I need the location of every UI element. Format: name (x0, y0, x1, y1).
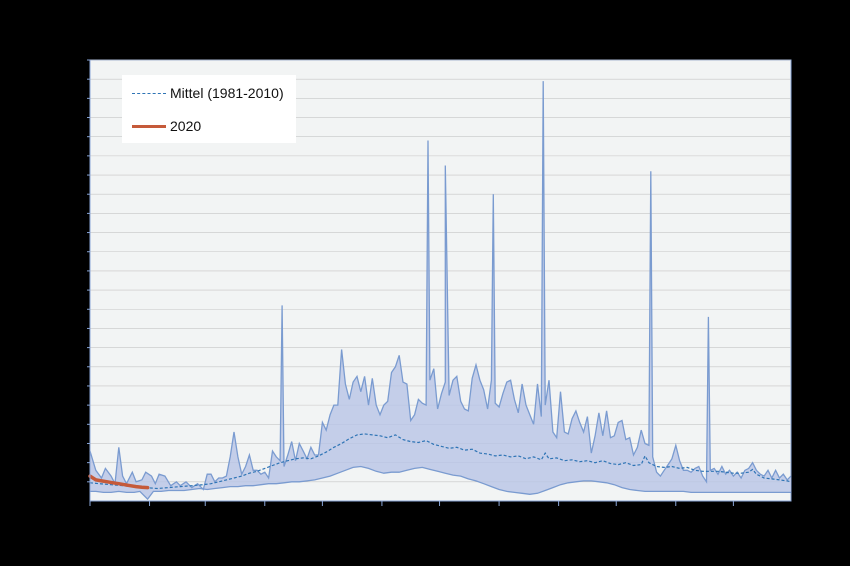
series-2020-line (88, 474, 150, 490)
band-area (90, 81, 791, 500)
legend-swatch-2020 (132, 124, 166, 128)
axis-ticks (87, 59, 791, 506)
legend-item-mean: Mittel (1981-2010) (132, 83, 284, 103)
min-max-band (89, 81, 792, 501)
gridlines (90, 59, 791, 483)
legend: Mittel (1981-2010) 2020 (122, 75, 296, 143)
legend-item-2020: 2020 (132, 116, 201, 136)
legend-label-mean: Mittel (1981-2010) (170, 85, 284, 101)
band-min-line (90, 465, 791, 501)
series-layer (88, 433, 792, 490)
series-mean-line (89, 433, 792, 490)
band-max-line (89, 81, 792, 491)
legend-swatch-mean (132, 92, 166, 94)
legend-label-2020: 2020 (170, 118, 202, 134)
